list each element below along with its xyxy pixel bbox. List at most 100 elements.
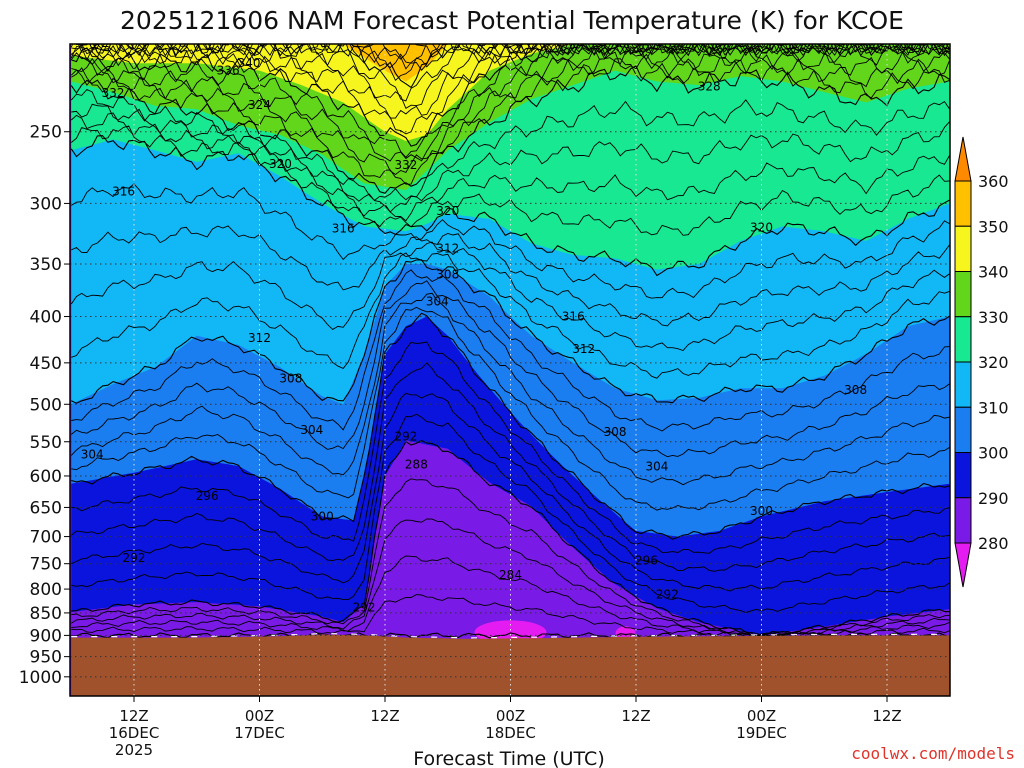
x-tick-label: 19DEC	[736, 724, 787, 742]
y-tick-label: 350	[30, 255, 62, 275]
contour-label: 304	[300, 423, 323, 437]
colorbar-segment	[954, 497, 972, 544]
grid-lines	[70, 44, 950, 696]
contour-label: 300	[311, 510, 334, 524]
contour-label: 308	[436, 267, 459, 281]
x-tick-label: 12Z	[621, 707, 650, 725]
contour-310	[71, 259, 950, 404]
contour-334	[71, 51, 950, 176]
contour-300	[71, 312, 950, 540]
colorbar-label: 280	[978, 534, 1009, 553]
contour-label: 324	[248, 98, 271, 112]
contour-label: 292	[123, 551, 146, 565]
contour-label: 320	[269, 157, 292, 171]
colorbar-segment	[954, 316, 972, 363]
x-tick-label: 2025	[115, 741, 153, 759]
contour-label: 300	[750, 504, 773, 518]
x-tick-label: 16DEC	[109, 724, 160, 742]
contour-320	[70, 135, 950, 277]
contour-label: 328	[698, 79, 721, 93]
plot-area	[70, 44, 950, 696]
y-tick-label: 500	[30, 395, 62, 415]
x-tick-label: 00Z	[245, 707, 274, 725]
contour-label: 316	[562, 309, 585, 323]
y-tick-label: 250	[30, 123, 62, 143]
colorbar-label: 310	[978, 398, 1009, 417]
contour-label: 296	[196, 489, 219, 503]
colorbar-top-arrow	[954, 136, 972, 182]
y-tick-label: 400	[30, 308, 62, 328]
colorbar-segment	[954, 180, 972, 227]
y-tick-label: 750	[30, 555, 62, 575]
contour-label: 312	[436, 242, 459, 256]
contour-label: 304	[81, 448, 104, 462]
contour-336	[70, 45, 950, 162]
y-tick-label: 450	[30, 354, 62, 374]
y-axis: 2503003504004505005506006507007508008509…	[19, 123, 70, 688]
y-tick-label: 950	[30, 648, 62, 668]
colorbar-segment	[954, 271, 972, 318]
contour-316	[71, 225, 950, 327]
colorbar-label: 300	[978, 444, 1009, 463]
x-tick-label: 18DEC	[485, 724, 536, 742]
contour-290	[71, 439, 950, 638]
chart-title: 2025121606 NAM Forecast Potential Temper…	[120, 6, 904, 35]
contour-350	[89, 44, 950, 89]
colorbar-segment	[954, 225, 972, 272]
contour-label: 284	[499, 568, 522, 582]
colorbar-label: 350	[978, 217, 1009, 236]
y-tick-label: 900	[30, 626, 62, 646]
y-tick-label: 700	[30, 528, 62, 548]
contour-label: 316	[332, 221, 355, 235]
x-tick-label: 17DEC	[234, 724, 285, 742]
x-axis-label: Forecast Time (UTC)	[413, 748, 604, 768]
contour-348	[79, 44, 950, 102]
contour-label: 292	[353, 601, 376, 615]
band-pocket-cold-2	[615, 626, 636, 641]
contour-label: 320	[436, 204, 459, 218]
y-tick-label: 1000	[19, 668, 62, 688]
contour-306	[71, 280, 950, 458]
colorbar-segment	[954, 406, 972, 453]
y-tick-label: 300	[30, 194, 62, 214]
colorbar-segment	[954, 361, 972, 408]
y-tick-label: 550	[30, 433, 62, 453]
contour-label: 336	[217, 63, 240, 77]
contour-label: 312	[572, 342, 595, 356]
contour-302	[71, 306, 950, 511]
colorbar-segment	[954, 452, 972, 499]
contour-label: 340	[238, 56, 261, 70]
contour-324	[71, 112, 950, 222]
contour-label: 320	[750, 220, 773, 234]
contour-298	[71, 341, 950, 554]
contour-label: 332	[102, 86, 125, 100]
contour-label: 332	[394, 158, 417, 172]
contour-312	[71, 252, 950, 379]
colorbar: 360 350 340 330 320 310 300 290 280	[954, 136, 1009, 588]
colorbar-label: 290	[978, 489, 1009, 508]
contour-346	[70, 44, 950, 109]
contour-label: 304	[645, 460, 668, 474]
contour-label: 288	[405, 458, 428, 472]
contour-330	[70, 65, 950, 194]
y-tick-label: 850	[30, 604, 62, 624]
contour-356	[70, 44, 950, 70]
colorbar-label: 340	[978, 263, 1009, 282]
colorbar-bottom-arrow	[954, 542, 972, 588]
y-tick-label: 600	[30, 467, 62, 487]
contour-label: 296	[635, 554, 658, 568]
credit-link[interactable]: coolwx.com/models	[851, 744, 1015, 763]
contour-label: 292	[656, 587, 679, 601]
contour-352	[75, 44, 949, 82]
contour-282	[71, 594, 950, 638]
contour-342	[71, 44, 950, 135]
contour-label: 308	[604, 425, 627, 439]
x-tick-label: 00Z	[496, 707, 525, 725]
colorbar-label: 360	[978, 172, 1009, 191]
x-tick-label: 12Z	[370, 707, 399, 725]
x-tick-label: 12Z	[119, 707, 148, 725]
colorbar-label: 330	[978, 308, 1009, 327]
contour-label: 308	[844, 383, 867, 397]
